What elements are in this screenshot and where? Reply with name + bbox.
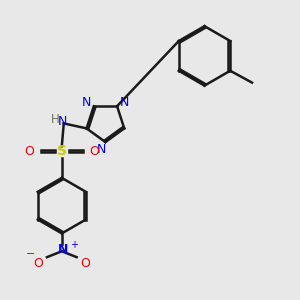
Text: +: +: [70, 240, 78, 250]
Text: O: O: [81, 256, 91, 270]
Text: −: −: [26, 249, 35, 259]
Text: N: N: [97, 142, 106, 155]
Text: H: H: [50, 113, 59, 126]
Text: O: O: [90, 145, 99, 158]
Text: S: S: [57, 144, 67, 158]
Text: N: N: [82, 96, 92, 109]
Text: N: N: [58, 115, 68, 128]
Text: O: O: [33, 256, 43, 270]
Text: N: N: [119, 96, 129, 109]
Text: N: N: [58, 243, 68, 256]
Text: O: O: [24, 145, 34, 158]
